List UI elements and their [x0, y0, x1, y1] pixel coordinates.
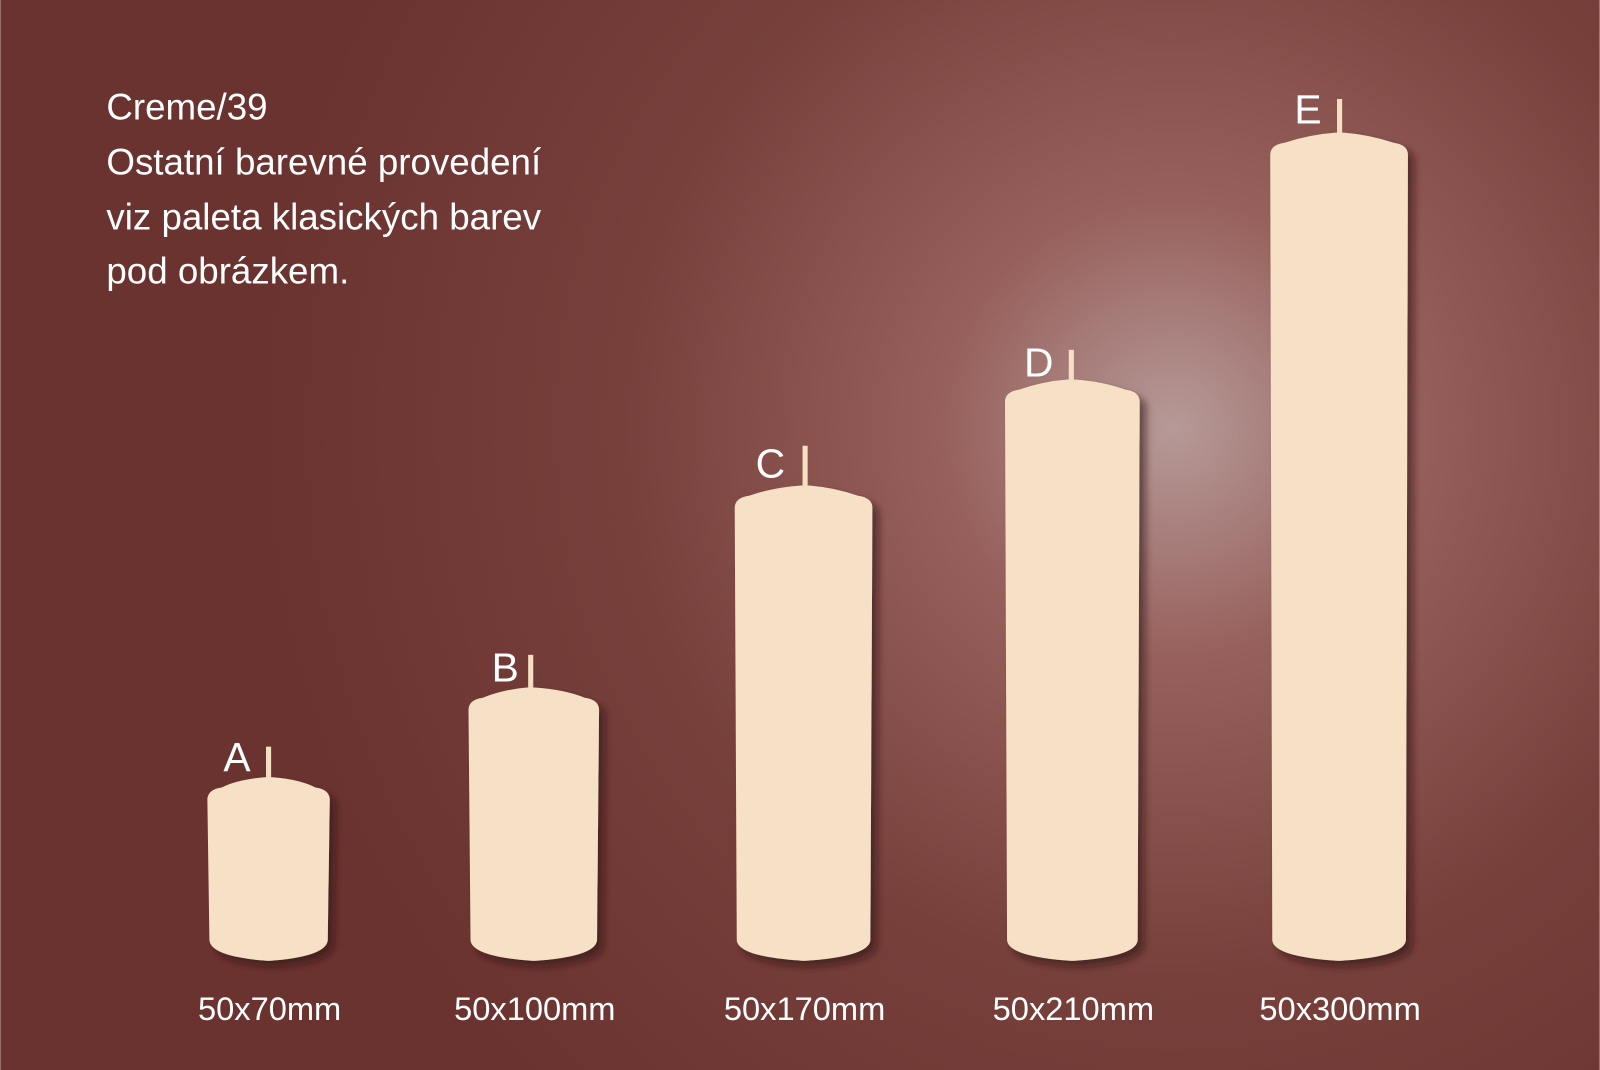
description: Creme/39 Ostatní barevné provedení viz p…	[106, 86, 542, 291]
candle-label: D	[1024, 339, 1053, 385]
candle-size: 50x100mm	[454, 990, 615, 1027]
candles: A 50x70mm B 50x100mm C 50x170mm D 50x210mm E 50x3…	[198, 86, 1421, 1027]
candle-size: 50x300mm	[1259, 990, 1420, 1027]
candle-body	[1005, 379, 1140, 961]
candle-label: B	[492, 644, 519, 690]
candle-size: 50x170mm	[724, 990, 885, 1027]
candle: C 50x170mm	[724, 440, 885, 1027]
description-line: Ostatní barevné provedení	[106, 141, 542, 182]
candle-body	[468, 687, 600, 961]
candle: A 50x70mm	[198, 734, 341, 1027]
candle-size: 50x210mm	[993, 990, 1154, 1027]
candle-size: 50x70mm	[198, 990, 341, 1027]
candle-label: E	[1294, 86, 1321, 132]
description-line: Creme/39	[106, 86, 267, 127]
candle-body	[207, 777, 330, 961]
candle-body	[1270, 132, 1408, 961]
candle-label: A	[223, 734, 251, 780]
candle: D 50x210mm	[993, 339, 1154, 1027]
candle: B 50x100mm	[454, 644, 615, 1027]
candle: E 50x300mm	[1259, 86, 1420, 1027]
description-line: pod obrázkem.	[106, 251, 349, 292]
candle-body	[734, 485, 873, 961]
candle-label: C	[756, 440, 785, 486]
description-line: viz paleta klasických barev	[106, 197, 541, 238]
